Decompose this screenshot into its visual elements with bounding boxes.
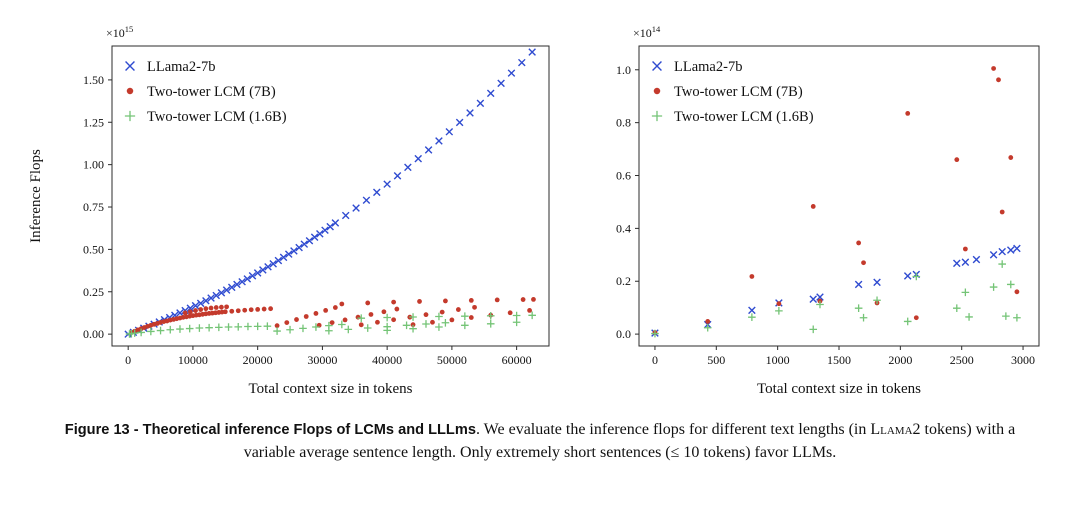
svg-text:Two-tower LCM (1.6B): Two-tower LCM (1.6B) [147, 109, 287, 125]
svg-text:0.0: 0.0 [616, 327, 631, 341]
svg-text:60000: 60000 [501, 353, 531, 367]
svg-text:0.00: 0.00 [83, 327, 104, 341]
left-chart: 0 10000 20000 30000 40000 50000 60000 0.00 0.25 0… [20, 12, 565, 409]
svg-text:1.00: 1.00 [83, 158, 104, 172]
svg-text:1.50: 1.50 [83, 73, 104, 87]
svg-text:0.2: 0.2 [616, 274, 631, 288]
caption-body-1: . We evaluate the inference flops for di… [475, 421, 871, 438]
svg-text:0.25: 0.25 [83, 285, 104, 299]
svg-text:1500: 1500 [827, 353, 851, 367]
svg-text:0.75: 0.75 [83, 200, 104, 214]
svg-text:30000: 30000 [307, 353, 337, 367]
svg-text:Two-tower LCM (1.6B): Two-tower LCM (1.6B) [674, 109, 814, 125]
svg-text:2500: 2500 [949, 353, 973, 367]
caption-llama2-smallcaps: Llama2 [870, 421, 921, 438]
svg-text:0: 0 [125, 353, 131, 367]
right-chart: 0 500 1000 1500 2000 2500 3000 0.0 0.2 0.4 0.6 0.8 1… [579, 12, 1061, 409]
svg-text:Inference Flops: Inference Flops [28, 149, 44, 243]
svg-text:50000: 50000 [436, 353, 466, 367]
svg-text:0.6: 0.6 [616, 169, 631, 183]
svg-text:2000: 2000 [888, 353, 912, 367]
svg-text:0.4: 0.4 [616, 221, 631, 235]
caption-body-2: tokens) with a variable average sentence… [243, 421, 1016, 461]
svg-text:3000: 3000 [1011, 353, 1035, 367]
svg-text:Two-tower LCM (7B): Two-tower LCM (7B) [674, 84, 803, 100]
svg-text:Two-tower LCM (7B): Two-tower LCM (7B) [147, 84, 276, 100]
svg-text:20000: 20000 [242, 353, 272, 367]
svg-text:LLama2-7b: LLama2-7b [147, 59, 215, 75]
caption-dash: - [129, 422, 143, 438]
svg-text:×1015: ×1015 [106, 24, 133, 40]
charts-row: 0 10000 20000 30000 40000 50000 60000 0.00 0.25 0… [20, 12, 1061, 409]
svg-text:40000: 40000 [372, 353, 402, 367]
svg-text:0.8: 0.8 [616, 116, 631, 130]
svg-text:10000: 10000 [177, 353, 207, 367]
svg-text:Total context size in tokens: Total context size in tokens [248, 381, 412, 397]
svg-text:500: 500 [707, 353, 725, 367]
svg-text:0.50: 0.50 [83, 242, 104, 256]
svg-text:Total context size in tokens: Total context size in tokens [757, 381, 921, 397]
figure-label: Figure 13 [64, 422, 130, 438]
svg-text:LLama2-7b: LLama2-7b [674, 59, 742, 75]
svg-text:0: 0 [651, 353, 657, 367]
figure-caption: Figure 13 - Theoretical inference Flops … [64, 419, 1016, 464]
caption-title: Theoretical inference Flops of LCMs and … [142, 422, 476, 438]
svg-text:×1014: ×1014 [633, 24, 661, 40]
svg-text:1.25: 1.25 [83, 115, 104, 129]
svg-text:1.0: 1.0 [616, 63, 631, 77]
svg-text:1000: 1000 [765, 353, 789, 367]
